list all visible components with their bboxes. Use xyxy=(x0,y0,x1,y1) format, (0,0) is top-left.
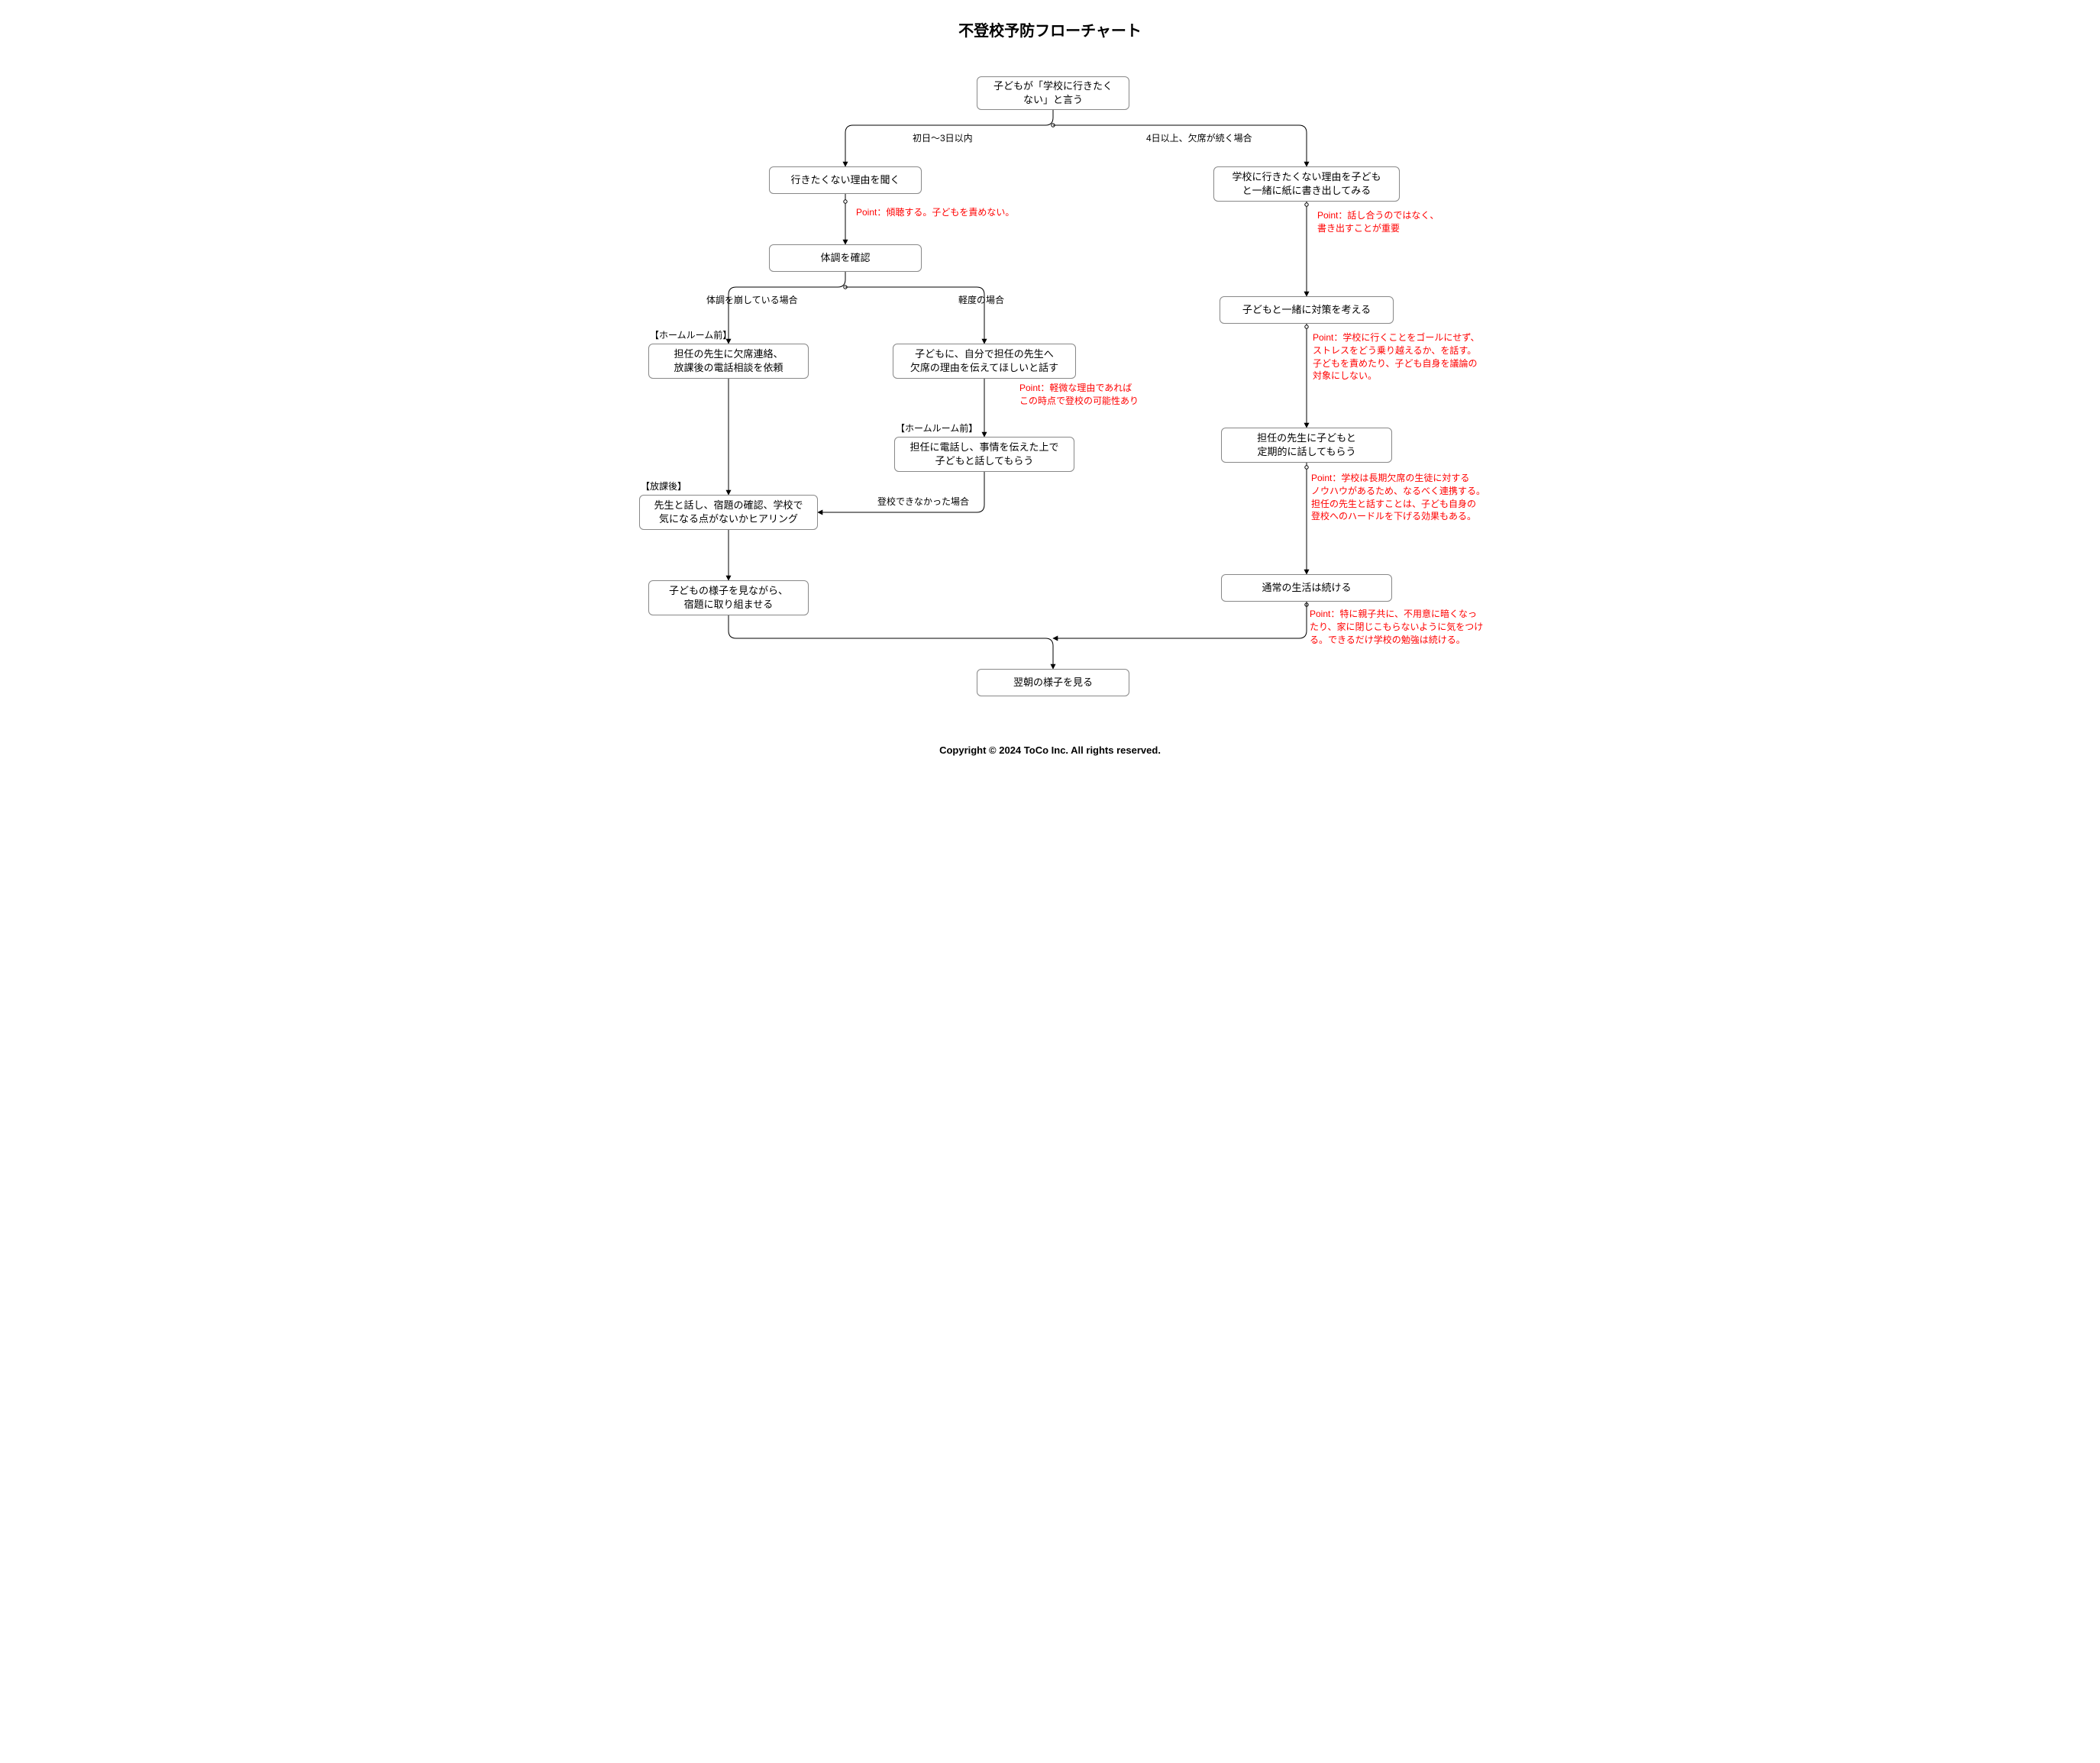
page-title: 不登校予防フローチャート xyxy=(592,18,1508,40)
copyright-text: Copyright © 2024 ToCo Inc. All rights re… xyxy=(592,744,1508,756)
fork-dot xyxy=(1305,203,1308,206)
fork-dot xyxy=(844,200,847,203)
flow-node: 通常の生活は続ける xyxy=(1221,574,1392,602)
point-note: Point：学校は長期欠席の生徒に対するノウハウがあるため、なるべく連携する。担… xyxy=(1311,472,1507,523)
bracket-label: 【放課後】 xyxy=(641,479,687,492)
bracket-label: 【ホームルーム前】 xyxy=(650,328,732,341)
fork-dot xyxy=(1052,124,1055,127)
bracket-label: 【ホームルーム前】 xyxy=(896,421,977,434)
flow-edge xyxy=(729,272,845,344)
flow-node: 担任の先生に子どもと定期的に話してもらう xyxy=(1221,428,1392,463)
point-note: Point：話し合うのではなく、書き出すことが重要 xyxy=(1317,209,1470,235)
flow-node: 担任の先生に欠席連絡、放課後の電話相談を依頼 xyxy=(648,344,809,379)
flow-node: 子どもと一緒に対策を考える xyxy=(1220,296,1394,324)
flow-node: 行きたくない理由を聞く xyxy=(769,166,922,194)
point-note: Point：傾聴する。子どもを責めない。 xyxy=(856,206,1055,219)
fork-dot xyxy=(1305,603,1308,606)
flow-node: 子どもの様子を見ながら、宿題に取り組ませる xyxy=(648,580,809,615)
flow-edge xyxy=(1053,602,1307,638)
point-note: Point：学校に行くことをゴールにせず、ストレスをどう乗り越えるか、を話す。子… xyxy=(1313,331,1504,383)
flow-node: 翌朝の様子を見る xyxy=(977,669,1129,696)
edge-label: 初日〜3日以内 xyxy=(913,131,973,144)
edge-label: 体調を崩している場合 xyxy=(706,293,798,306)
flow-node: 学校に行きたくない理由を子どもと一緒に紙に書き出してみる xyxy=(1213,166,1400,202)
edge-label: 軽度の場合 xyxy=(958,293,1004,306)
point-note: Point：特に親子共に、不用意に暗くなったり、家に閉じこもらないように気をつけ… xyxy=(1310,608,1507,646)
fork-dot xyxy=(1305,325,1308,328)
edge-label: 4日以上、欠席が続く場合 xyxy=(1146,131,1252,144)
fork-dot xyxy=(1305,466,1308,469)
flow-node: 先生と話し、宿題の確認、学校で気になる点がないかヒアリング xyxy=(639,495,818,530)
edge-label: 登校できなかった場合 xyxy=(877,495,969,508)
point-note: Point：軽微な理由であればこの時点で登校の可能性あり xyxy=(1019,382,1172,408)
flow-node: 担任に電話し、事情を伝えた上で子どもと話してもらう xyxy=(894,437,1074,472)
flow-edge xyxy=(729,615,1053,669)
flowchart-page: 不登校予防フローチャート 子どもが「学校に行きたくない」と言う行きたくない理由を… xyxy=(592,0,1508,770)
fork-dot xyxy=(844,286,847,289)
flow-node: 体調を確認 xyxy=(769,244,922,272)
flow-node: 子どもに、自分で担任の先生へ欠席の理由を伝えてほしいと話す xyxy=(893,344,1076,379)
flow-node: 子どもが「学校に行きたくない」と言う xyxy=(977,76,1129,110)
